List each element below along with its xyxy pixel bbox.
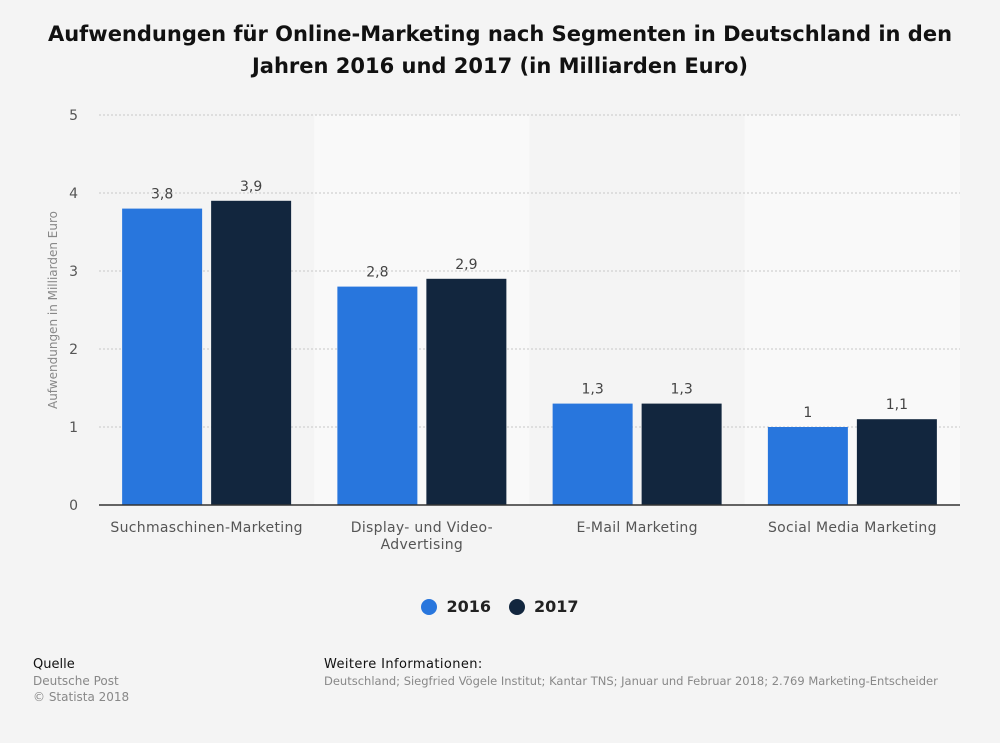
legend-item-2017[interactable]: 2017 (509, 597, 579, 616)
data-label: 3,8 (151, 187, 173, 203)
source-heading: Quelle (33, 657, 75, 672)
x-tick-label: Social Media Marketing (768, 520, 937, 536)
legend-label-2017: 2017 (534, 597, 579, 616)
y-tick-label: 5 (69, 108, 78, 124)
bar-chart: 0 1 2 3 4 5 Aufwendungen in Milliarden Euro 3,8… (46, 108, 960, 553)
bar-2016 (767, 427, 848, 505)
y-tick-label: 1 (69, 420, 78, 436)
source-block: Quelle Deutsche Post © Statista 2018 (33, 657, 129, 705)
bar-2017 (426, 278, 507, 505)
x-tick-label: Suchmaschinen-Marketing (110, 520, 302, 536)
info-block: Weitere Informationen: Deutschland; Sieg… (324, 657, 938, 689)
y-tick-label: 3 (69, 264, 78, 280)
bar-2017 (641, 403, 722, 505)
legend: 2016 2017 (0, 597, 1000, 616)
chart-title: Aufwendungen für Online-Marketing nach S… (47, 22, 953, 78)
bar-2016 (122, 208, 203, 505)
bar-2016 (552, 403, 633, 505)
legend-item-2016[interactable]: 2016 (421, 597, 491, 616)
source-name: Deutsche Post (33, 674, 119, 688)
legend-label-2016: 2016 (446, 597, 491, 616)
data-label: 3,9 (240, 179, 262, 195)
y-tick-label: 0 (69, 498, 78, 514)
legend-marker-2017 (509, 598, 525, 615)
x-tick-label: Display- und Video-Advertising (351, 520, 493, 553)
bar-2017 (211, 200, 292, 506)
info-text: Deutschland; Siegfried Vögele Institut; … (324, 674, 938, 688)
data-label: 2,9 (455, 257, 477, 273)
bar-2017 (856, 419, 937, 505)
data-label: 2,8 (366, 265, 388, 281)
data-label: 1,1 (886, 397, 908, 413)
info-heading: Weitere Informationen: (324, 657, 483, 672)
y-axis-label: Aufwendungen in Milliarden Euro (46, 211, 60, 409)
copyright: © Statista 2018 (33, 690, 130, 704)
legend-marker-2016 (421, 598, 438, 615)
y-tick-label: 2 (69, 342, 78, 358)
data-label: 1 (803, 405, 812, 421)
x-tick-label: E-Mail Marketing (576, 520, 697, 536)
data-label: 1,3 (670, 382, 692, 398)
y-tick-label: 4 (69, 186, 78, 202)
bar-2016 (337, 286, 418, 505)
data-label: 1,3 (581, 382, 603, 398)
